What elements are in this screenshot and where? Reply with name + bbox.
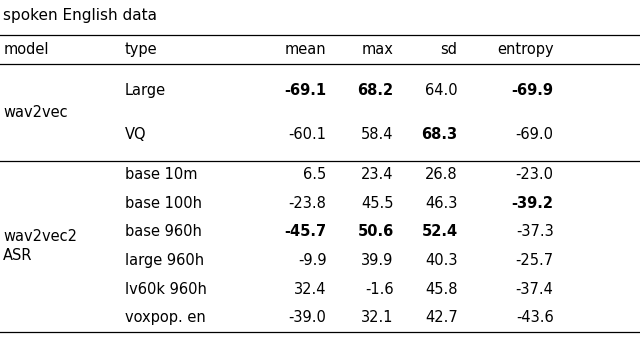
Text: max: max bbox=[362, 42, 394, 57]
Text: mean: mean bbox=[285, 42, 326, 57]
Text: 40.3: 40.3 bbox=[425, 253, 458, 268]
Text: 6.5: 6.5 bbox=[303, 167, 326, 182]
Text: 68.3: 68.3 bbox=[422, 126, 458, 142]
Text: type: type bbox=[125, 42, 157, 57]
Text: -39.2: -39.2 bbox=[511, 196, 554, 211]
Text: 52.4: 52.4 bbox=[422, 224, 458, 239]
Text: sd: sd bbox=[440, 42, 458, 57]
Text: -1.6: -1.6 bbox=[365, 282, 394, 296]
Text: VQ: VQ bbox=[125, 126, 147, 142]
Text: wav2vec2
ASR: wav2vec2 ASR bbox=[3, 230, 77, 263]
Text: 32.4: 32.4 bbox=[294, 282, 326, 296]
Text: -23.0: -23.0 bbox=[516, 167, 554, 182]
Text: -43.6: -43.6 bbox=[516, 310, 554, 325]
Text: base 960h: base 960h bbox=[125, 224, 202, 239]
Text: -60.1: -60.1 bbox=[289, 126, 326, 142]
Text: entropy: entropy bbox=[497, 42, 554, 57]
Text: -25.7: -25.7 bbox=[515, 253, 554, 268]
Text: 26.8: 26.8 bbox=[425, 167, 458, 182]
Text: 32.1: 32.1 bbox=[361, 310, 394, 325]
Text: 68.2: 68.2 bbox=[358, 82, 394, 98]
Text: -45.7: -45.7 bbox=[284, 224, 326, 239]
Text: 23.4: 23.4 bbox=[361, 167, 394, 182]
Text: 46.3: 46.3 bbox=[425, 196, 458, 211]
Text: voxpop. en: voxpop. en bbox=[125, 310, 205, 325]
Text: large 960h: large 960h bbox=[125, 253, 204, 268]
Text: -9.9: -9.9 bbox=[298, 253, 326, 268]
Text: base 100h: base 100h bbox=[125, 196, 202, 211]
Text: -69.0: -69.0 bbox=[516, 126, 554, 142]
Text: -69.1: -69.1 bbox=[284, 82, 326, 98]
Text: lv60k 960h: lv60k 960h bbox=[125, 282, 207, 296]
Text: -23.8: -23.8 bbox=[289, 196, 326, 211]
Text: 64.0: 64.0 bbox=[425, 82, 458, 98]
Text: base 10m: base 10m bbox=[125, 167, 197, 182]
Text: 45.5: 45.5 bbox=[361, 196, 394, 211]
Text: wav2vec: wav2vec bbox=[3, 104, 68, 120]
Text: -37.4: -37.4 bbox=[516, 282, 554, 296]
Text: Large: Large bbox=[125, 82, 166, 98]
Text: spoken English data: spoken English data bbox=[3, 8, 157, 23]
Text: -69.9: -69.9 bbox=[511, 82, 554, 98]
Text: -37.3: -37.3 bbox=[516, 224, 554, 239]
Text: 42.7: 42.7 bbox=[425, 310, 458, 325]
Text: 58.4: 58.4 bbox=[361, 126, 394, 142]
Text: -39.0: -39.0 bbox=[289, 310, 326, 325]
Text: 45.8: 45.8 bbox=[425, 282, 458, 296]
Text: 50.6: 50.6 bbox=[357, 224, 394, 239]
Text: model: model bbox=[3, 42, 49, 57]
Text: 39.9: 39.9 bbox=[361, 253, 394, 268]
